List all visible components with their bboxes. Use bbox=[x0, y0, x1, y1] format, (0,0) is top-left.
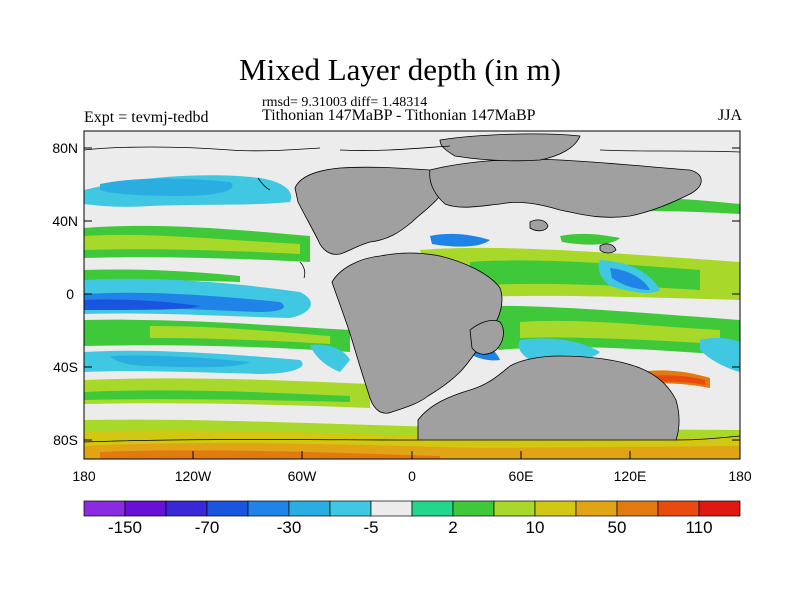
experiments-label: Tithonian 147MaBP - Tithonian 147MaBP bbox=[262, 107, 536, 124]
colorbar-swatch bbox=[411, 500, 454, 517]
landmass-arctic-north bbox=[439, 133, 581, 162]
axis-ticks bbox=[83, 147, 741, 459]
colorbar-label: -150 bbox=[108, 518, 142, 537]
landmass-north-laurasia-west bbox=[294, 166, 448, 255]
colorbar-swatch bbox=[534, 500, 577, 517]
landmass-antarctica-australia bbox=[417, 355, 680, 441]
lon-label-0: 0 bbox=[408, 468, 416, 484]
season-label: JJA bbox=[717, 107, 742, 124]
colorbar-swatch bbox=[493, 500, 536, 517]
colorbar-labels: -150 -70 -30 -5 2 10 50 110 bbox=[108, 518, 713, 537]
lat-label-40s: 40S bbox=[53, 359, 78, 375]
lon-label-120e: 120E bbox=[614, 468, 647, 484]
colorbar-swatch bbox=[124, 500, 167, 517]
stats-label: rmsd= 9.31003 diff= 1.48314 bbox=[262, 95, 428, 110]
colorbar bbox=[83, 500, 741, 517]
negative-anomaly-fields bbox=[84, 167, 740, 374]
map-title: Mixed Layer depth (in m) bbox=[239, 52, 561, 87]
colorbar-swatch bbox=[329, 500, 372, 517]
colorbar-label: -30 bbox=[277, 518, 302, 537]
lon-label-60w: 60W bbox=[288, 468, 318, 484]
map-plot-area bbox=[84, 131, 740, 459]
colorbar-label: 2 bbox=[448, 518, 457, 537]
lat-label-40n: 40N bbox=[52, 213, 78, 229]
colorbar-swatch bbox=[165, 500, 208, 517]
colorbar-swatch bbox=[698, 500, 741, 517]
colorbar-label: -5 bbox=[363, 518, 378, 537]
coastline-outlines bbox=[84, 145, 740, 443]
landmass-north-laurasia-east bbox=[429, 158, 702, 218]
lat-label-80s: 80S bbox=[53, 432, 78, 448]
colorbar-swatch bbox=[206, 500, 249, 517]
colorbar-label: 10 bbox=[526, 518, 545, 537]
island-small-1 bbox=[529, 219, 549, 232]
lon-label-180w: 180 bbox=[72, 468, 96, 484]
colorbar-label: 110 bbox=[685, 518, 712, 537]
lat-labels: 80N 40N 0 40S 80S bbox=[52, 140, 78, 448]
colorbar-swatch bbox=[616, 500, 659, 517]
colorbar-swatch bbox=[288, 500, 331, 517]
colorbar-swatch bbox=[452, 500, 495, 517]
lat-label-eq: 0 bbox=[66, 286, 74, 302]
colorbar-swatch bbox=[83, 500, 126, 517]
colorbar-label: 50 bbox=[608, 518, 627, 537]
land-masses bbox=[294, 133, 702, 441]
colorbar-swatch bbox=[247, 500, 290, 517]
colorbar-swatch bbox=[657, 500, 700, 517]
colorbar-label: -70 bbox=[195, 518, 220, 537]
expt-label: Expt = tevmj-tedbd bbox=[84, 109, 209, 126]
lon-label-60e: 60E bbox=[509, 468, 534, 484]
landmass-india-block bbox=[469, 320, 504, 355]
lon-label-180e: 180 bbox=[728, 468, 752, 484]
landmass-gondwana-west bbox=[331, 252, 503, 414]
lat-label-80n: 80N bbox=[52, 140, 78, 156]
lon-label-120w: 120W bbox=[175, 468, 212, 484]
colorbar-swatch bbox=[575, 500, 618, 517]
lon-labels: 180 120W 60W 0 60E 120E 180 bbox=[72, 468, 752, 484]
colorbar-swatch bbox=[370, 500, 413, 517]
island-small-2 bbox=[599, 243, 617, 254]
